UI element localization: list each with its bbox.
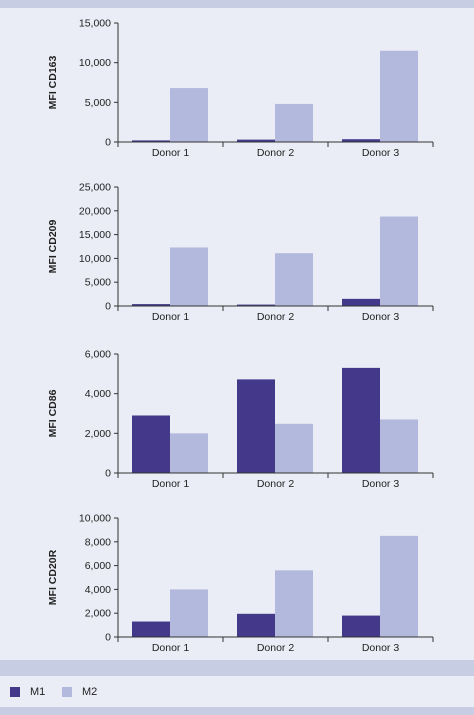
- y-tick-label: 5,000: [85, 97, 111, 109]
- y-tick-label: 4,000: [85, 584, 111, 596]
- y-tick-label: 5,000: [85, 277, 111, 289]
- x-tick-label: Donor 3: [362, 147, 400, 159]
- legend-swatch-m2: [62, 687, 72, 697]
- bar-m1-donor-1: [132, 304, 170, 306]
- bar-m2-donor-3: [380, 535, 418, 637]
- bar-m2-donor-3: [380, 419, 418, 473]
- y-tick-label: 2,000: [85, 428, 111, 440]
- legend-label-m2: M2: [82, 686, 98, 698]
- legend: M1 M2: [0, 680, 474, 704]
- bar-m1-donor-3: [342, 615, 380, 637]
- bar-m1-donor-3: [342, 139, 380, 142]
- y-tick-label: 0: [105, 301, 111, 313]
- y-tick-label: 15,000: [79, 229, 111, 241]
- bar-m2-donor-1: [170, 88, 208, 142]
- legend-item-m2: M2: [62, 686, 97, 698]
- bar-m2-donor-3: [380, 50, 418, 143]
- y-tick-label: 10,000: [79, 513, 111, 525]
- x-tick-label: Donor 3: [362, 311, 400, 323]
- bottom-band: [0, 707, 474, 715]
- y-tick-label: 25,000: [79, 182, 111, 194]
- legend-swatch-m1: [10, 687, 20, 697]
- y-tick-label: 0: [105, 632, 111, 644]
- x-tick-label: Donor 2: [257, 642, 295, 654]
- top-band: [0, 0, 474, 8]
- x-tick-label: Donor 3: [362, 478, 400, 490]
- x-tick-label: Donor 1: [152, 311, 190, 323]
- bar-m1-donor-2: [237, 379, 275, 473]
- legend-label-m1: M1: [30, 686, 46, 698]
- bar-m2-donor-1: [170, 589, 208, 637]
- y-axis-label: MFI CD163: [47, 56, 59, 110]
- x-tick-label: Donor 3: [362, 642, 400, 654]
- y-axis-label: MFI CD20R: [47, 549, 59, 605]
- x-tick-label: Donor 1: [152, 478, 190, 490]
- y-tick-label: 20,000: [79, 205, 111, 217]
- bar-m2-donor-3: [380, 216, 418, 306]
- bar-m2-donor-2: [275, 253, 313, 306]
- bar-m2-donor-2: [275, 423, 313, 473]
- y-tick-label: 4,000: [85, 388, 111, 400]
- x-tick-label: Donor 2: [257, 478, 295, 490]
- bar-m1-donor-3: [342, 367, 380, 473]
- x-tick-label: Donor 1: [152, 642, 190, 654]
- bar-m2-donor-1: [170, 433, 208, 473]
- bar-m1-donor-2: [237, 304, 275, 306]
- y-tick-label: 6,000: [85, 349, 111, 361]
- bar-m2-donor-2: [275, 570, 313, 637]
- bar-m2-donor-2: [275, 103, 313, 142]
- figure: MFI CD163 0 5,000 10,000 15,000 Donor 1 Donor …: [47, 18, 434, 654]
- x-tick-label: Donor 1: [152, 147, 190, 159]
- bar-m1-donor-2: [237, 613, 275, 637]
- y-axis-label: MFI CD86: [47, 389, 59, 437]
- bar-m1-donor-1: [132, 415, 170, 473]
- x-tick-label: Donor 2: [257, 147, 295, 159]
- bar-m1-donor-2: [237, 139, 275, 142]
- y-axis-label: MFI CD209: [47, 220, 59, 274]
- y-tick-label: 10,000: [79, 253, 111, 265]
- y-tick-label: 8,000: [85, 536, 111, 548]
- y-tick-label: 2,000: [85, 608, 111, 620]
- legend-top-band: [0, 660, 474, 676]
- y-tick-label: 10,000: [79, 57, 111, 69]
- bar-m1-donor-1: [132, 621, 170, 637]
- bar-m1-donor-3: [342, 298, 380, 306]
- legend-item-m1: M1: [10, 686, 45, 698]
- y-tick-label: 0: [105, 468, 111, 480]
- y-tick-label: 15,000: [79, 18, 111, 30]
- y-tick-label: 0: [105, 137, 111, 149]
- y-tick-label: 6,000: [85, 560, 111, 572]
- bar-m1-donor-1: [132, 140, 170, 142]
- bar-m2-donor-1: [170, 247, 208, 306]
- x-tick-label: Donor 2: [257, 311, 295, 323]
